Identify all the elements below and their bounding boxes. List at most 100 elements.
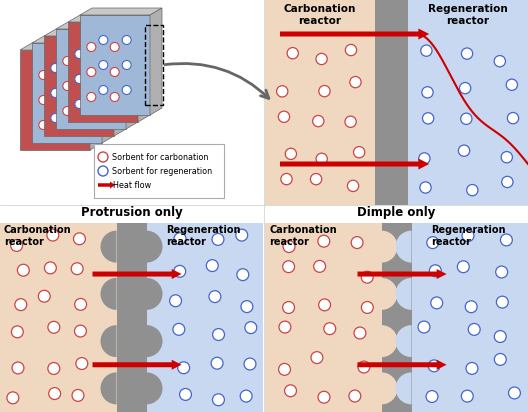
Polygon shape (44, 36, 114, 136)
Circle shape (324, 323, 336, 335)
FancyArrow shape (280, 159, 429, 169)
Circle shape (358, 361, 370, 373)
Polygon shape (44, 29, 126, 36)
Circle shape (12, 362, 24, 374)
Circle shape (501, 234, 512, 246)
Circle shape (279, 363, 290, 375)
Bar (382, 223, 411, 412)
Circle shape (282, 261, 295, 273)
Circle shape (287, 47, 298, 59)
Circle shape (169, 295, 182, 307)
Circle shape (12, 326, 23, 338)
Circle shape (174, 265, 186, 277)
Circle shape (237, 269, 249, 281)
Polygon shape (80, 8, 162, 15)
Circle shape (281, 173, 292, 185)
Circle shape (48, 363, 60, 375)
Circle shape (427, 237, 439, 248)
Circle shape (278, 111, 289, 122)
Polygon shape (32, 36, 114, 43)
Polygon shape (20, 50, 90, 150)
Circle shape (318, 391, 330, 403)
Circle shape (459, 82, 471, 94)
Text: Sorbent for carbonation: Sorbent for carbonation (112, 152, 209, 162)
Circle shape (74, 298, 87, 310)
Circle shape (211, 357, 223, 369)
Circle shape (420, 182, 431, 193)
Circle shape (458, 145, 470, 156)
Circle shape (494, 330, 506, 342)
Text: Sorbent for regeneration: Sorbent for regeneration (112, 166, 212, 176)
Wedge shape (100, 372, 117, 404)
Circle shape (212, 394, 224, 406)
Circle shape (87, 42, 96, 52)
Text: Regeneration
reactor: Regeneration reactor (166, 225, 241, 247)
Circle shape (110, 93, 119, 101)
Circle shape (508, 387, 521, 399)
Bar (411, 223, 528, 412)
Circle shape (74, 89, 83, 98)
Wedge shape (395, 325, 411, 357)
Circle shape (431, 297, 442, 309)
Bar (0, 0, 263, 205)
Bar (375, 0, 408, 205)
Circle shape (71, 263, 83, 275)
Text: Carbonation
reactor: Carbonation reactor (284, 4, 356, 26)
Circle shape (99, 35, 108, 44)
Circle shape (501, 152, 512, 163)
Polygon shape (68, 15, 150, 22)
Circle shape (461, 113, 472, 124)
Circle shape (206, 260, 218, 272)
Wedge shape (146, 325, 163, 357)
Circle shape (506, 79, 517, 90)
Circle shape (39, 70, 48, 80)
Circle shape (461, 390, 473, 402)
Circle shape (74, 113, 83, 122)
Circle shape (209, 291, 221, 302)
Wedge shape (382, 372, 398, 404)
FancyArrow shape (98, 182, 115, 189)
Circle shape (496, 266, 507, 278)
Wedge shape (395, 278, 411, 310)
Circle shape (314, 260, 326, 272)
Text: Carbonation
reactor: Carbonation reactor (4, 225, 72, 247)
Circle shape (350, 77, 361, 88)
Circle shape (122, 35, 131, 44)
Circle shape (63, 106, 72, 115)
Bar (265, 0, 375, 205)
Circle shape (86, 106, 95, 115)
Polygon shape (138, 15, 150, 122)
Circle shape (48, 321, 60, 333)
Circle shape (62, 120, 71, 129)
Circle shape (462, 230, 474, 241)
Circle shape (73, 233, 86, 245)
Wedge shape (395, 231, 411, 262)
Polygon shape (114, 29, 126, 136)
Circle shape (279, 321, 291, 333)
Circle shape (98, 75, 107, 84)
Circle shape (361, 271, 373, 283)
Circle shape (236, 229, 248, 241)
FancyBboxPatch shape (94, 144, 224, 198)
Circle shape (74, 325, 87, 337)
Circle shape (457, 261, 469, 273)
Polygon shape (90, 43, 102, 150)
Circle shape (51, 89, 60, 98)
Circle shape (468, 323, 480, 335)
Circle shape (422, 87, 433, 98)
Circle shape (349, 390, 361, 402)
Circle shape (174, 233, 186, 245)
Circle shape (507, 112, 518, 124)
Circle shape (17, 264, 29, 276)
Circle shape (418, 321, 430, 333)
Bar (265, 223, 382, 412)
Circle shape (285, 385, 296, 397)
Circle shape (44, 262, 56, 274)
Circle shape (63, 82, 72, 91)
Circle shape (212, 234, 224, 245)
Circle shape (316, 53, 327, 65)
Circle shape (347, 180, 359, 192)
Circle shape (318, 235, 330, 247)
Circle shape (466, 363, 478, 375)
Text: Regeneration
reactor: Regeneration reactor (431, 225, 506, 247)
